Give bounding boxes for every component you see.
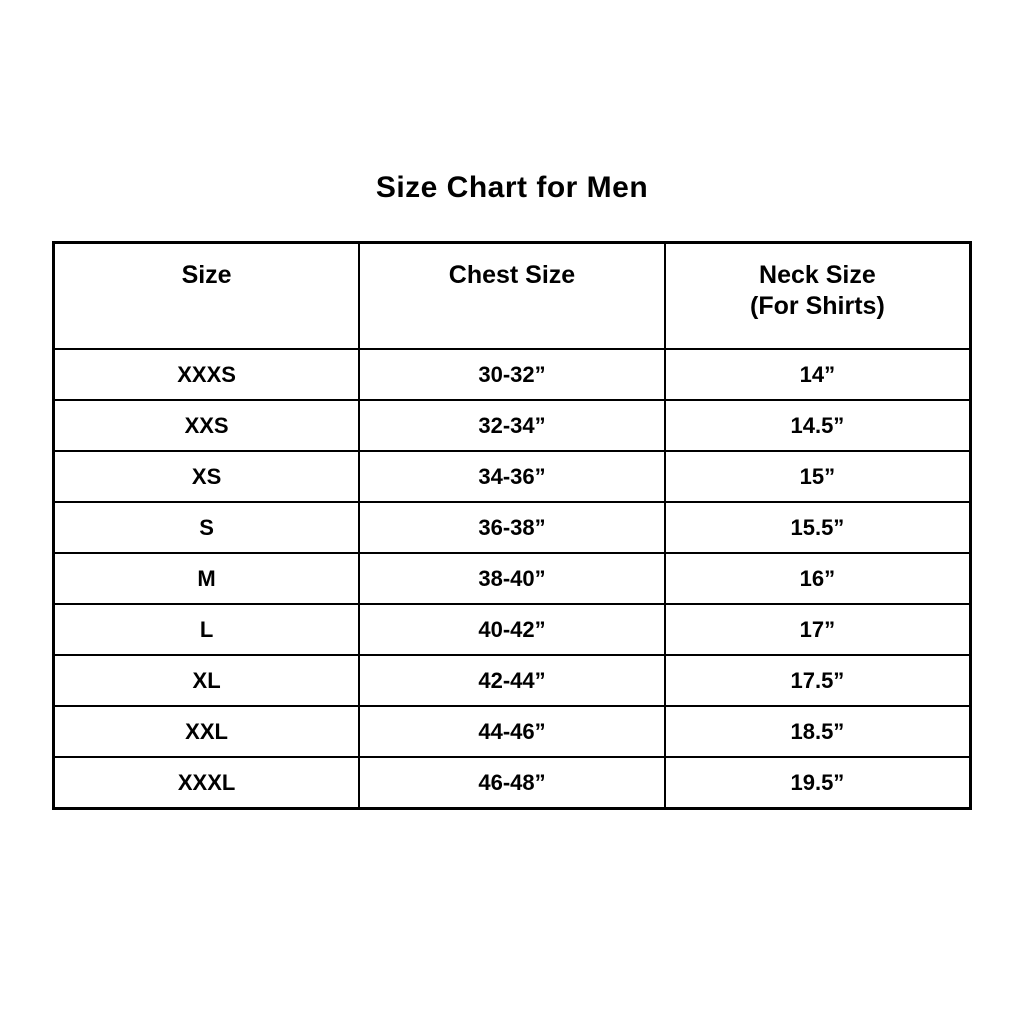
chest-size-cell: 46-48”	[358, 756, 666, 810]
chest-size-cell: 38-40”	[358, 552, 666, 605]
chest-size-cell: 42-44”	[358, 654, 666, 707]
chest-size-cell: 30-32”	[358, 348, 666, 401]
table-row: XXS 32-34” 14.5”	[52, 399, 972, 452]
size-cell: XXS	[52, 399, 361, 452]
neck-size-cell: 14.5”	[663, 399, 972, 452]
page-title: Size Chart for Men	[375, 171, 649, 204]
table-row: XL 42-44” 17.5”	[52, 654, 972, 707]
chest-size-cell: 40-42”	[358, 603, 666, 656]
size-cell: XS	[52, 450, 361, 503]
column-header-size: Size	[52, 241, 361, 350]
table-row: XS 34-36” 15”	[52, 450, 972, 503]
size-chart-table: Size Chest Size Neck Size (For Shirts) X…	[52, 241, 972, 810]
table-row: L 40-42” 17”	[52, 603, 972, 656]
chest-size-cell: 34-36”	[358, 450, 666, 503]
neck-size-cell: 17.5”	[663, 654, 972, 707]
size-cell: S	[52, 501, 361, 554]
size-cell: XL	[52, 654, 361, 707]
table-row: XXXS 30-32” 14”	[52, 348, 972, 401]
neck-size-cell: 15”	[663, 450, 972, 503]
column-header-neck-size: Neck Size (For Shirts)	[663, 241, 972, 350]
header-row: Size Chest Size Neck Size (For Shirts)	[52, 241, 972, 350]
size-cell: XXL	[52, 705, 361, 758]
column-header-chest-size: Chest Size	[358, 241, 666, 350]
neck-size-cell: 14”	[663, 348, 972, 401]
size-cell: L	[52, 603, 361, 656]
neck-size-header-line1: Neck Size	[759, 261, 876, 289]
neck-size-header-line2: (For Shirts)	[750, 292, 885, 320]
neck-size-cell: 16”	[663, 552, 972, 605]
neck-size-cell: 15.5”	[663, 501, 972, 554]
neck-size-cell: 18.5”	[663, 705, 972, 758]
table-row: XXL 44-46” 18.5”	[52, 705, 972, 758]
table-row: S 36-38” 15.5”	[52, 501, 972, 554]
size-cell: XXXS	[52, 348, 361, 401]
table-body: XXXS 30-32” 14” XXS 32-34” 14.5” XS 34-3…	[52, 348, 972, 810]
size-cell: XXXL	[52, 756, 361, 810]
chest-size-cell: 32-34”	[358, 399, 666, 452]
size-cell: M	[52, 552, 361, 605]
neck-size-cell: 19.5”	[663, 756, 972, 810]
table-row: XXXL 46-48” 19.5”	[52, 756, 972, 810]
chest-size-cell: 36-38”	[358, 501, 666, 554]
table-header: Size Chest Size Neck Size (For Shirts)	[52, 241, 972, 350]
neck-size-cell: 17”	[663, 603, 972, 656]
table-row: M 38-40” 16”	[52, 552, 972, 605]
chest-size-cell: 44-46”	[358, 705, 666, 758]
